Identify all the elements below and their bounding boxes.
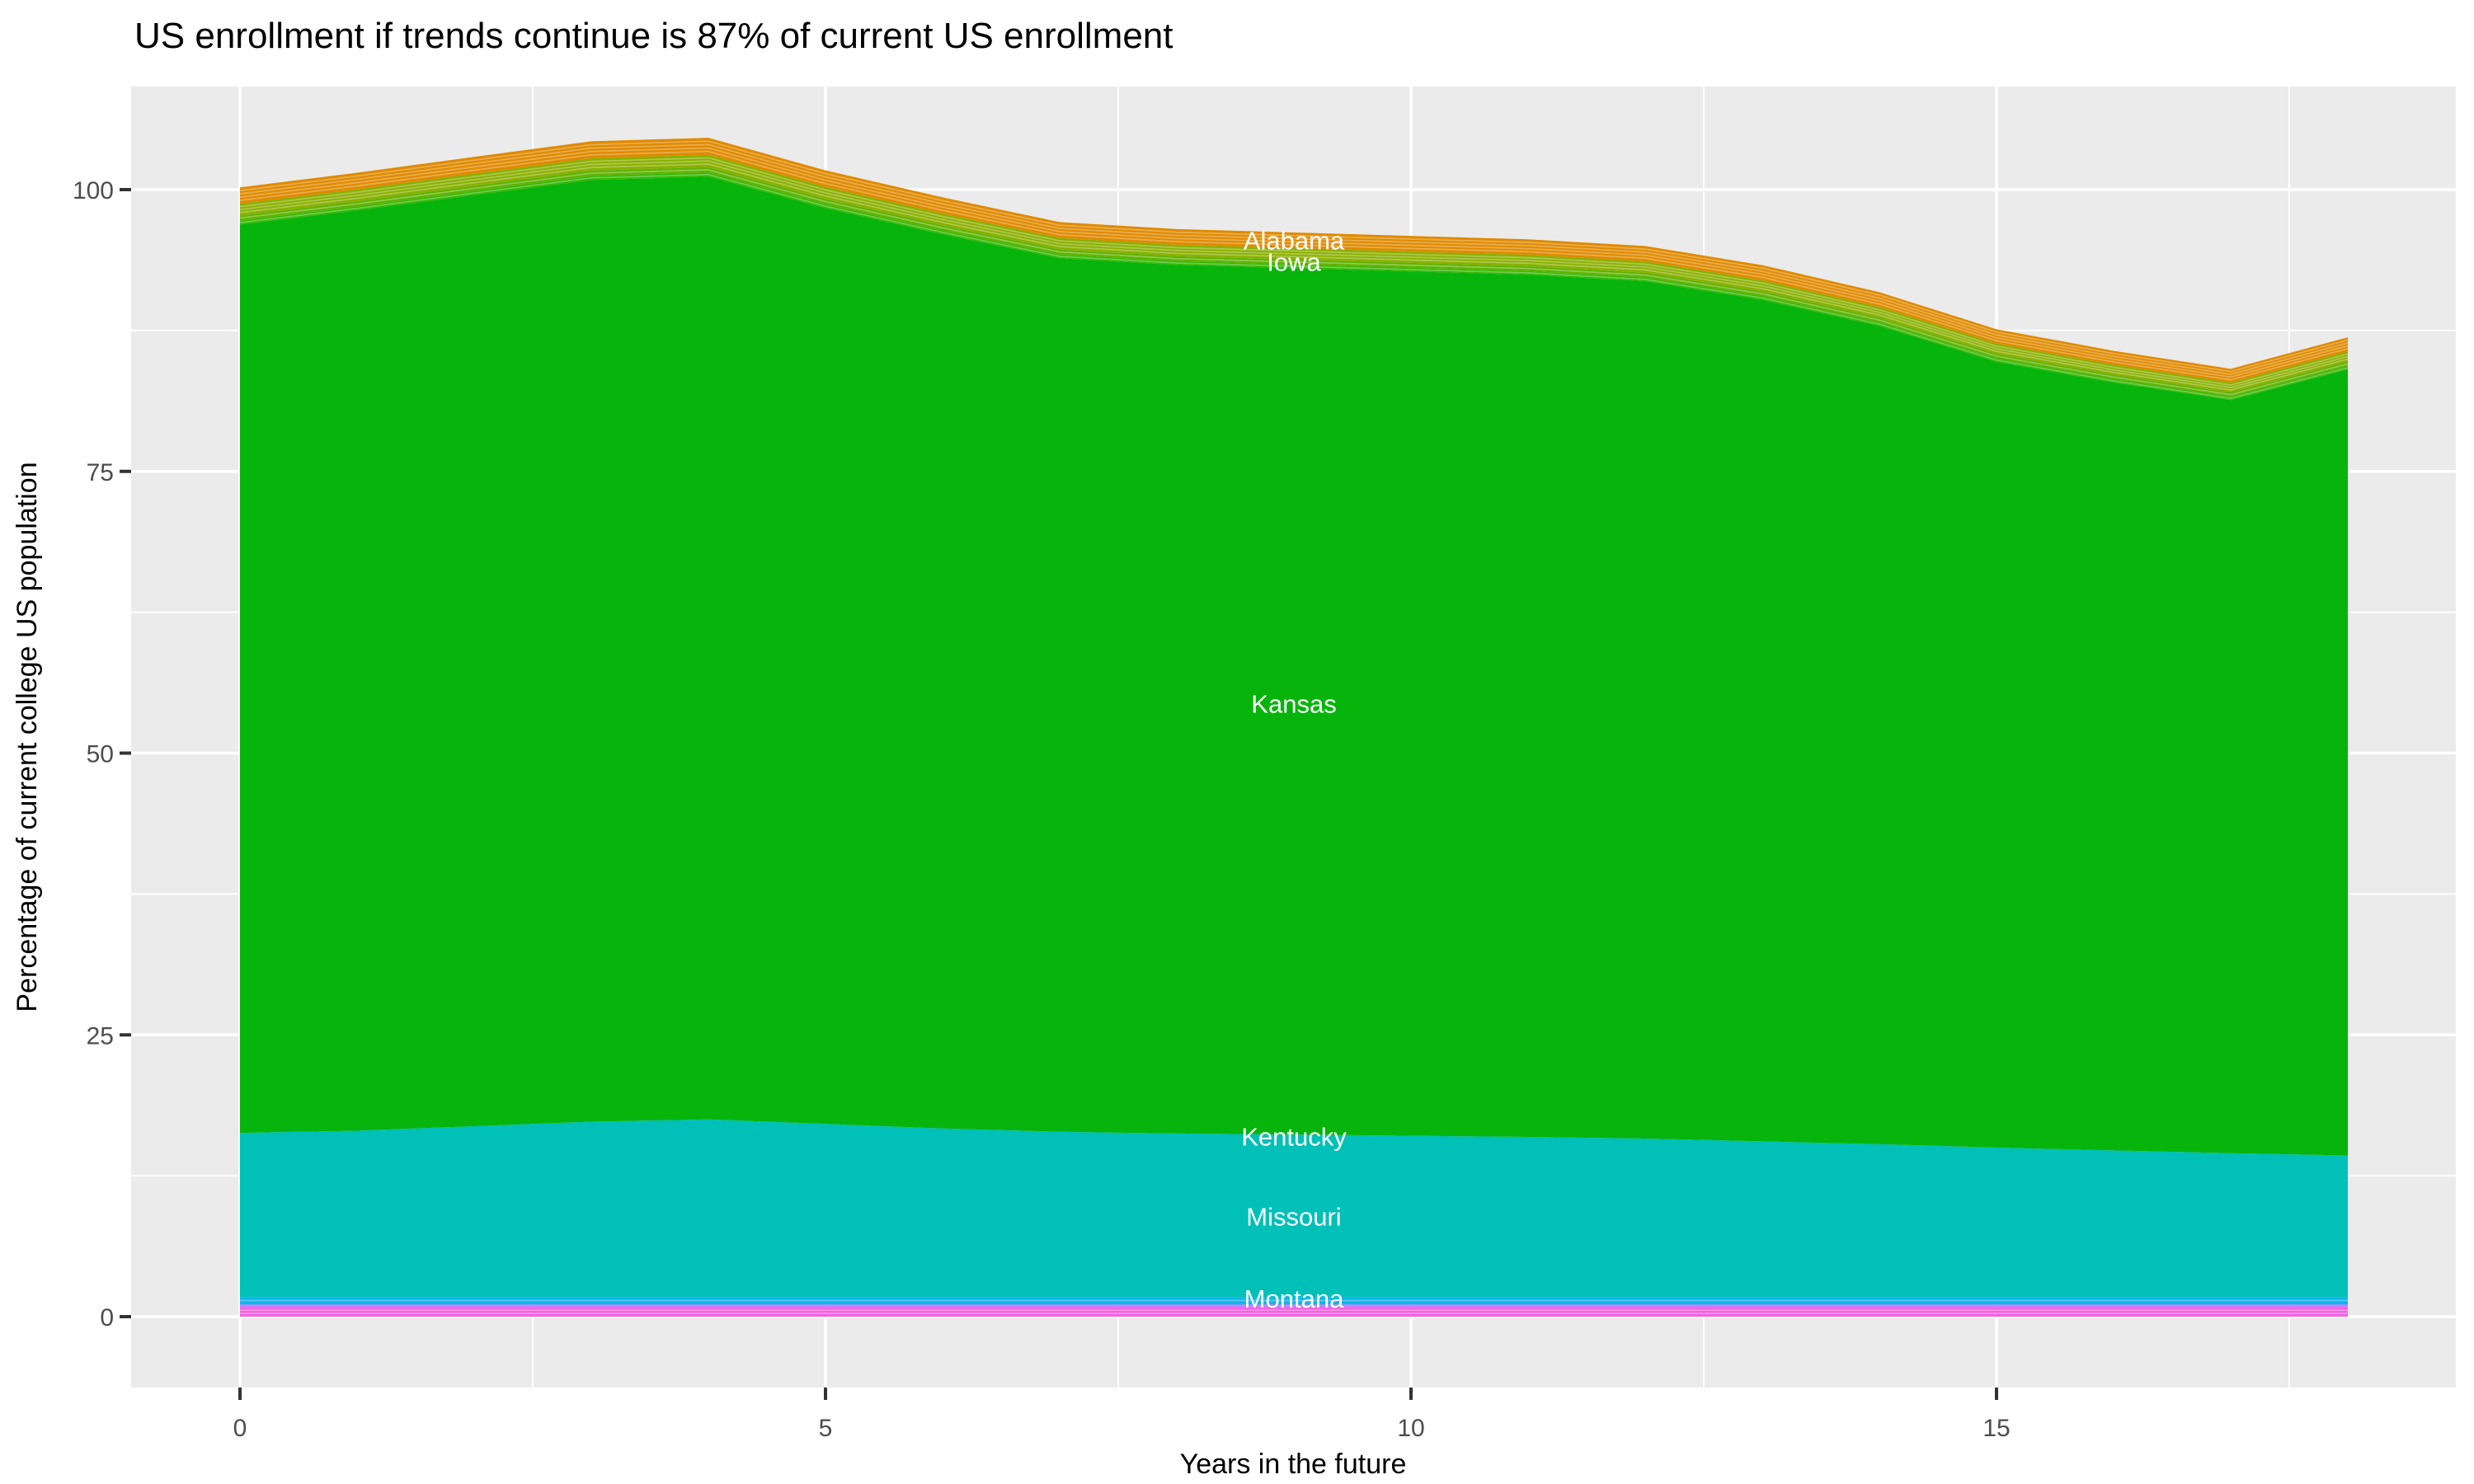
area-green-stripe	[240, 172, 2348, 401]
chart-title: US enrollment if trends continue is 87% …	[134, 16, 1173, 56]
area-bottom-violet	[240, 1305, 2348, 1308]
area-kansas	[240, 176, 2348, 1156]
stripe-alabama-4	[239, 140, 2349, 373]
y-tick-label: 100	[73, 177, 114, 204]
x-tick-label: 0	[233, 1415, 247, 1442]
stripe-alabama-3	[239, 143, 2349, 375]
area-yellow-green-stripe	[240, 167, 2348, 397]
tick-labels: 0 25 50 75 100 0 5 10 15	[73, 177, 2011, 1442]
state-label-iowa: Iowa	[1267, 247, 1321, 276]
x-tick-label: 5	[819, 1415, 833, 1442]
y-tick-label: 50	[87, 741, 114, 768]
y-tick-label: 75	[87, 459, 114, 486]
stacked-areas	[240, 138, 2348, 1317]
area-iowa	[240, 154, 2348, 393]
x-axis-title: Years in the future	[1180, 1449, 1407, 1480]
area-missouri	[240, 1119, 2348, 1298]
axis-ticks	[120, 188, 1998, 1400]
area-montana	[240, 1297, 2348, 1304]
y-tick-label: 0	[100, 1304, 114, 1331]
state-label-kansas: Kansas	[1251, 689, 1336, 718]
area-alabama	[240, 138, 2348, 383]
stripe-yellow-green-stripe-1	[239, 169, 2349, 396]
state-label-montana: Montana	[1244, 1284, 1344, 1313]
stripe-iowa-1	[239, 163, 2349, 391]
stripe-iowa-3	[239, 157, 2349, 386]
stripe-lines	[239, 140, 2349, 1315]
stripe-alabama-2	[239, 147, 2349, 378]
area-bottom-blue-violet	[240, 1303, 2348, 1306]
x-tick-label: 15	[1982, 1415, 2010, 1442]
stripe-iowa-2	[239, 160, 2349, 388]
x-tick-label: 10	[1397, 1415, 1424, 1442]
stripe-green-stripe-1	[239, 173, 2349, 400]
state-label-kentucky: Kentucky	[1241, 1122, 1347, 1151]
y-axis-title: Percentage of current college US populat…	[12, 462, 43, 1012]
area-bottom-magenta	[240, 1307, 2348, 1317]
state-label-missouri: Missouri	[1246, 1202, 1341, 1231]
y-tick-label: 25	[87, 1022, 114, 1050]
state-label-alabama: Alabama	[1244, 227, 1345, 256]
stripe-alabama-1	[239, 150, 2349, 381]
